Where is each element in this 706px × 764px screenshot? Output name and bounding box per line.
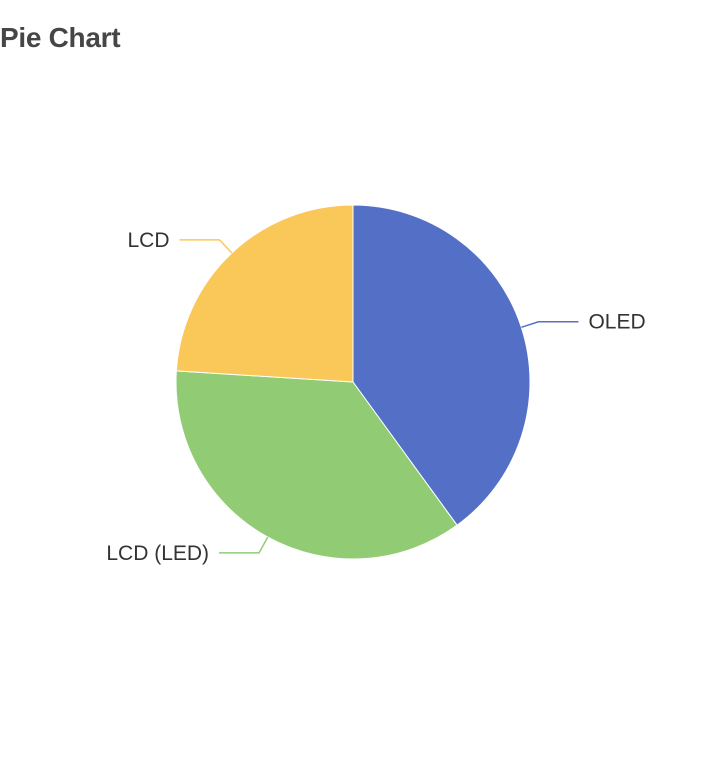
slice-label-oled: OLED	[588, 311, 645, 334]
pie-slice-oled[interactable]	[352, 204, 531, 526]
pie-labels: OLED LCD (LED) LCD	[106, 229, 645, 565]
pie-slice-lcd[interactable]	[175, 204, 354, 383]
slice-label-lcd-led: LCD (LED)	[106, 542, 209, 565]
slice-label-lcd: LCD	[127, 229, 169, 252]
chart-title: Pie Chart	[0, 22, 121, 53]
leader-line-lcd	[179, 239, 233, 254]
pie-slice-lcd-led[interactable]	[175, 370, 458, 560]
leader-line-oled	[521, 320, 579, 329]
pie-slices	[175, 204, 531, 560]
leader-line-lcd-led	[219, 536, 269, 554]
